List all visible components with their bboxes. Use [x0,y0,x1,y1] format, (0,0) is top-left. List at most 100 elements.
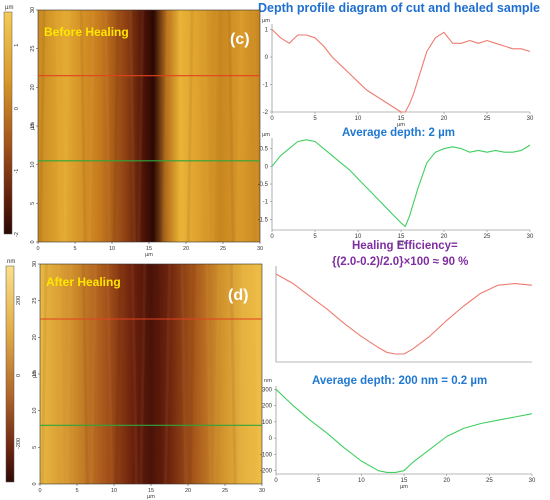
green-before-x-tick-label: 0 [270,234,274,240]
after-texture-stripe [57,263,64,485]
after-x-tick-label: 0 [38,488,41,494]
red-before-y-axis-unit: µm [262,18,270,24]
after-y-tick-label: 5 [32,446,38,449]
before-texture-stripe [38,9,46,243]
after-texture-stripe [106,263,114,485]
green-before-x-tick-label: 5 [313,234,317,240]
green-before-x-tick-label: 10 [355,234,362,240]
before-scale-tick: 1 [14,44,20,47]
after-afm-image [40,264,262,484]
after-scale-tick: 0 [16,374,22,377]
before-y-tick-label: 30 [30,7,36,13]
after-y-tick-label: 20 [32,334,38,340]
before-texture-stripe [203,9,210,243]
after-x-tick-label: 30 [259,488,265,494]
after-texture-stripe [155,263,163,485]
after-panel-label: (d) [228,287,248,304]
red-before-x-tick-label: 15 [398,116,405,122]
after-texture-stripe [229,263,237,485]
before-texture-stripe [79,9,87,243]
before-x-tick-label: 30 [257,246,263,252]
green-before-x-tick-label: 30 [527,234,534,240]
after-texture-stripe [65,263,73,485]
red-after-profile-line [275,273,533,355]
green-after-x-axis-unit: µm [400,484,408,490]
green-after-y-tick-label: 200 [262,404,273,410]
average-depth-before-label: Average depth: 2 µm [342,127,455,139]
after-texture-stripe [254,263,262,485]
before-texture-stripe [162,9,169,243]
red-before-x-tick-label: 20 [441,116,448,122]
after-x-tick-label: 10 [111,488,117,494]
after-texture-stripe [81,263,89,485]
after-texture-stripe [238,263,245,485]
average-depth-after-label: Average depth: 200 nm = 0.2 µm [312,375,488,387]
after-y-tick-label: 0 [32,482,38,485]
before-y-tick-label: 25 [30,46,36,52]
green-after-y-tick-label: -100 [260,452,273,458]
green-after-y-tick-label: -200 [260,469,273,475]
before-x-tick-label: 25 [220,246,226,252]
green-before-y-tick-label: -1.5 [258,217,269,223]
after-texture-stripe [114,263,122,485]
before-texture-stripe [153,9,161,243]
before-x-tick-label: 20 [183,246,189,252]
green-before-x-tick-label: 25 [484,234,491,240]
before-x-tick-label: 5 [73,246,76,252]
green-after-y-axis-unit: nm [264,378,272,384]
before-texture-stripe [129,9,136,243]
before-texture-stripe [236,9,243,243]
before-texture-stripe [186,9,194,243]
before-texture-stripe [63,9,71,243]
after-texture-stripe [180,263,188,485]
green-after-x-tick-label: 30 [529,478,536,484]
before-scale-unit: µm [5,5,13,11]
before-texture-stripe [211,9,219,243]
green-after-y-tick-label: 0 [269,436,273,442]
after-texture-stripe [205,263,212,485]
red-before-y-tick-label: -1 [263,83,269,89]
before-y-tick-label: 5 [30,202,36,205]
green-after-x-tick-label: 25 [486,478,493,484]
figure-title: Depth profile diagram of cut and healed … [258,1,540,15]
green-after-y-tick-label: 300 [262,387,273,393]
green-before-y-tick-label: -0.5 [258,182,269,188]
after-texture-stripe [139,263,147,485]
before-y-tick-label: 20 [30,84,36,90]
red-before-x-tick-label: 30 [527,116,534,122]
before-y-tick-label: 0 [30,240,36,243]
green-before-profile-line [271,139,531,228]
after-x-tick-label: 25 [222,488,228,494]
after-y-tick-label: 10 [32,408,38,414]
green-after-profile-line [275,388,533,473]
green-after-x-tick-label: 10 [358,478,365,484]
before-x-tick-label: 0 [36,246,39,252]
green-before-x-tick-label: 15 [398,234,405,240]
after-overlay-label: After Healing [46,275,121,289]
green-before-y-tick-label: 0.5 [260,147,269,153]
before-texture-stripe [227,9,235,243]
after-x-tick-label: 20 [185,488,191,494]
after-texture-stripe [188,263,196,485]
after-y-axis-unit: µm [32,370,38,378]
before-x-tick-label: 10 [109,246,115,252]
after-texture-stripe [213,263,221,485]
before-y-tick-label: 15 [30,123,36,129]
healing-efficiency-line1: Healing Efficiency= [352,240,458,252]
red-before-y-tick-label: -2 [263,110,269,116]
before-texture-stripe [55,9,62,243]
before-scale-tick: 0 [14,107,20,110]
green-after-x-tick-label: 15 [401,478,408,484]
after-scale-tick: 200 [16,296,22,305]
before-scale-tick: -2 [14,232,20,237]
after-texture-stripe [90,263,97,485]
before-x-axis-unit: µm [145,252,153,258]
green-after-y-tick-label: 100 [262,420,273,426]
after-y-tick-label: 30 [32,261,38,267]
before-scale-tick: -1 [14,169,20,174]
after-texture-stripe [164,263,171,485]
after-scale-unit: nm [7,259,15,265]
before-texture-stripe [104,9,112,243]
after-x-axis-unit: µm [147,494,155,500]
